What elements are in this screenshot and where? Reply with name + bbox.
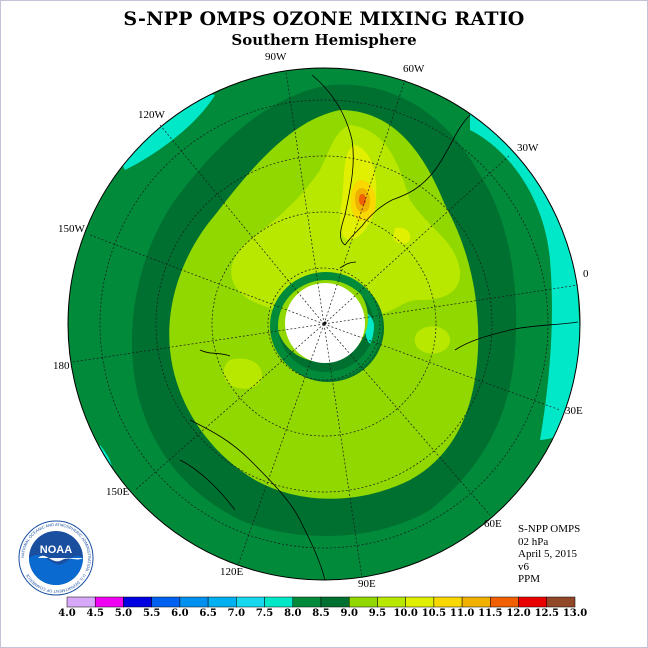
colorbar-tick-label: 11.0 (449, 608, 475, 619)
colorbar-tick-label: 6.5 (199, 608, 217, 619)
colorbar-swatch (518, 596, 548, 608)
colorbar-tick-label: 11.5 (478, 608, 503, 619)
colorbar-tick-label: 13.0 (562, 608, 588, 619)
colorbar-tick-label: 6.0 (171, 608, 189, 619)
region-10-0-east (414, 326, 450, 354)
region-10-0-west (223, 358, 262, 389)
colorbar-tick-label: 7.5 (255, 608, 274, 619)
colorbar-swatch (151, 596, 181, 608)
info-instrument: S-NPP OMPS (518, 523, 581, 535)
colorbar-swatch (433, 596, 463, 608)
colorbar-tick-label: 10.0 (393, 608, 418, 619)
colorbar-tick-label: 8.5 (312, 608, 330, 619)
lon-label-60e: 60E (484, 518, 502, 530)
meridian-60w (323, 79, 406, 325)
colorbar-tick-label: 7.0 (227, 608, 246, 619)
meridian-30e (323, 323, 561, 411)
lon-label-30w: 30W (517, 142, 539, 154)
coastlines (179, 74, 579, 580)
colorbar-swatch (461, 596, 491, 608)
colorbar-swatch (66, 596, 96, 608)
africa-south-coast (454, 321, 579, 351)
info-units: PPM (518, 573, 541, 585)
colorbar (66, 596, 576, 608)
lon-label-90w: 90W (265, 51, 287, 63)
map-border (67, 67, 581, 581)
latitude-circle-20 (99, 99, 549, 549)
antarctic-peninsula (339, 261, 357, 269)
info-level: 02 hPa (518, 535, 549, 548)
map-title: S-NPP OMPS OZONE MIXING RATIO (123, 8, 525, 30)
colorbar-swatch (123, 596, 152, 608)
lon-label-90e: 90E (358, 578, 376, 590)
colorbar-swatch (292, 596, 322, 608)
info-version: v6 (518, 560, 529, 573)
noaa-logo: NOAA NATIONAL OCEANIC AND ATMOSPHERIC AD… (18, 520, 94, 596)
lon-label-120w: 120W (138, 109, 165, 121)
colorbar-swatch (264, 596, 294, 608)
colorbar-tick-label: 9.0 (340, 608, 358, 619)
colorbar-tick-label: 5.5 (142, 608, 161, 619)
colorbar-swatch (320, 596, 350, 608)
colorbar-tick-label: 5.0 (114, 608, 133, 619)
south-america-coast (311, 74, 354, 246)
colorbar-swatch (546, 596, 576, 608)
ozone-field (68, 68, 580, 580)
meridian-120e (237, 323, 325, 566)
colorbar-tick-label: 12.0 (506, 608, 531, 619)
south-america-east-coast (344, 114, 471, 246)
lon-label-60w: 60W (403, 63, 425, 75)
colorbar-swatch (179, 596, 209, 608)
colorbar-tick-label: 12.5 (534, 608, 559, 619)
colorbar-swatch (207, 596, 237, 608)
region-8-0-northwest (110, 94, 215, 170)
colorbar-tick-label: 4.5 (86, 608, 104, 619)
meridian-90e (323, 323, 363, 579)
info-date: April 5, 2015 (518, 548, 577, 560)
lon-label-180: 180 (53, 360, 70, 372)
australia-coast (189, 419, 326, 580)
meridian-120w (159, 124, 325, 325)
lon-label-150w: 150W (58, 223, 85, 235)
lon-label-30e: 30E (565, 405, 583, 417)
latitude-circle-40 (155, 155, 493, 493)
region-10-5-spot (393, 227, 411, 244)
colorbar-swatch (94, 596, 124, 608)
latitude-circle-80 (267, 267, 381, 381)
colorbar-swatch (236, 596, 265, 608)
meridian-30w (323, 154, 511, 325)
map-subtitle: Southern Hemisphere (231, 31, 417, 49)
meridian-150w (89, 234, 325, 325)
meridian-150e (134, 323, 325, 491)
polar-ring-8-5 (270, 272, 382, 380)
noaa-logo-text: NOAA (40, 544, 72, 556)
lon-label-0: 0 (583, 268, 589, 280)
meridian-90w (285, 71, 325, 325)
region-12-0 (359, 194, 366, 206)
colorbar-swatch (348, 596, 378, 608)
meridian-0 (323, 284, 579, 325)
lon-label-150e: 150E (106, 486, 130, 498)
colorbar-tick-label: 4.0 (58, 608, 76, 619)
latitude-circle-60 (211, 211, 437, 437)
meridian-180 (71, 323, 325, 363)
colorbar-swatch (490, 596, 519, 608)
lon-label-120e: 120E (220, 566, 244, 578)
graticule (71, 71, 579, 579)
colorbar-swatch (405, 596, 435, 608)
colorbar-tick-label: 8.0 (284, 608, 302, 619)
info-block: S-NPP OMPS 02 hPa April 5, 2015 v6 PPM (518, 523, 580, 586)
colorbar-tick-label: 9.5 (368, 608, 387, 619)
colorbar-tick-label: 10.5 (421, 608, 447, 619)
ross-coast (199, 349, 231, 357)
region-8-0-east (470, 110, 580, 440)
new-zealand-region (179, 459, 236, 511)
colorbar-swatch (377, 596, 406, 608)
